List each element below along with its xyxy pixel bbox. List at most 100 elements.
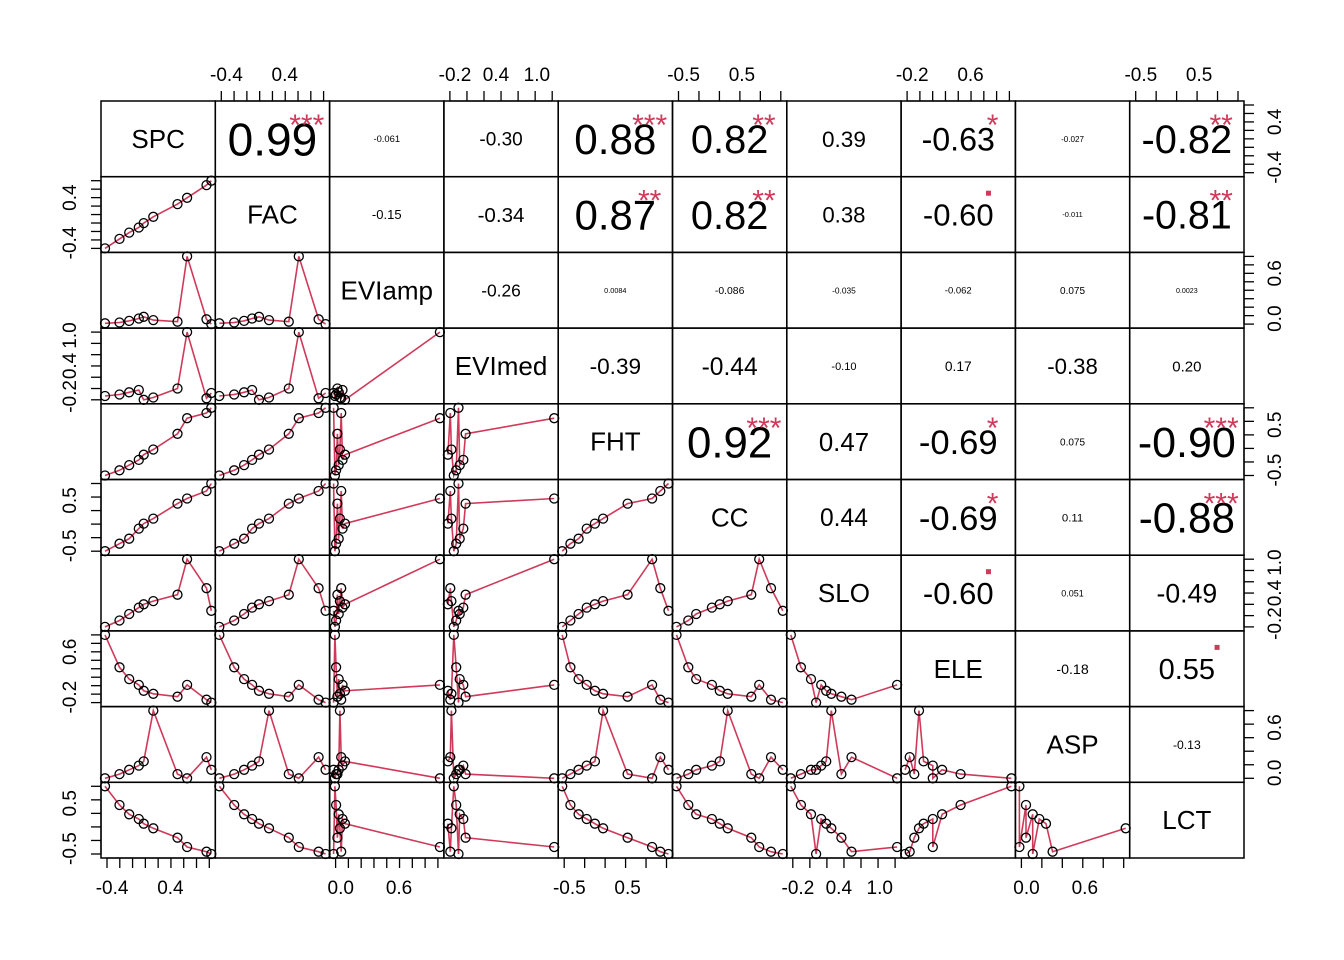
axis-tick-label: 0.0: [1013, 878, 1039, 899]
correlation-value: 0.38: [822, 203, 865, 228]
axis-tick-label: 0.6: [1265, 714, 1286, 740]
data-point: [253, 311, 265, 322]
data-point: [955, 799, 966, 811]
panel-EVIamp-LCT: 0.0023: [1128, 251, 1245, 329]
axis-tick-label: -0.4: [210, 65, 243, 86]
data-point: [846, 694, 857, 705]
axes-layer: -0.4 0.4 -0.2 0.4 1.0 -0.5 0.5 -0.2 0.6 -0.5 0.5-0…: [60, 65, 1286, 899]
panel-CC-CC: CC: [671, 478, 788, 556]
data-point: [446, 595, 457, 607]
data-point: [214, 781, 225, 792]
data-point: [448, 629, 459, 641]
data-point: [846, 751, 857, 763]
significance-stars: ***: [746, 412, 781, 445]
data-point: [336, 407, 347, 419]
correlation-value: 0.92: [687, 418, 772, 467]
data-point: [283, 691, 294, 702]
axis-tick-label: 0.6: [957, 65, 983, 86]
significance-stars: **: [1209, 109, 1233, 142]
panel-border: [443, 705, 559, 784]
significance-stars: **: [752, 109, 776, 142]
data-point: [446, 705, 457, 716]
data-point: [460, 832, 471, 843]
axis-top-LCT: -0.5 0.5: [1124, 65, 1239, 102]
panel-ASP-ASP: ASP: [1014, 705, 1131, 784]
significance-stars: *: [987, 109, 999, 142]
axis-right-SLO: -0.20.4 1.0: [1243, 549, 1286, 640]
data-point: [655, 485, 666, 497]
data-point: [172, 198, 183, 210]
data-point: [172, 316, 183, 327]
panel-ELE-ASP: -0.18: [1014, 630, 1131, 708]
data-point: [573, 764, 584, 775]
panel-SLO-CC: [671, 554, 788, 633]
axis-tick-label: -0.5: [667, 65, 700, 86]
data-point: [451, 799, 462, 811]
data-point: [454, 459, 465, 471]
data-point: [454, 533, 465, 544]
data-point: [714, 756, 725, 767]
axis-left-EVImed: -0.20.4 1.0: [60, 322, 102, 413]
panel-EVIamp-CC: -0.086: [671, 251, 788, 329]
data-point: [138, 217, 149, 229]
correlation-value: -0.34: [478, 204, 525, 227]
data-point: [246, 313, 258, 324]
data-point: [283, 498, 294, 509]
data-point: [114, 615, 125, 626]
panel-SLO-FHT: [557, 554, 674, 633]
axis-right-FHT: -0.5 0.5: [1243, 407, 1286, 486]
data-point: [581, 760, 592, 771]
data-point: [148, 688, 159, 699]
panel-border: [328, 554, 445, 632]
data-point: [821, 685, 832, 696]
correlation-value: -0.011: [1062, 210, 1082, 219]
data-point: [899, 848, 911, 860]
data-point: [622, 691, 633, 702]
smooth-line: [675, 785, 783, 855]
variable-label: FHT: [590, 427, 641, 457]
panel-CC-SLO: 0.44: [786, 478, 902, 556]
data-point: [714, 818, 725, 829]
data-point: [181, 554, 193, 565]
data-point: [836, 691, 847, 702]
data-point: [201, 583, 212, 594]
panel-border: [214, 705, 331, 784]
smooth-line: [218, 482, 327, 552]
data-point: [722, 688, 733, 699]
data-point: [138, 449, 149, 460]
data-point: [927, 813, 938, 825]
panel-FHT-SPC: [99, 402, 217, 481]
data-point: [460, 691, 471, 702]
panel-ELE-CC: [671, 629, 788, 708]
correlation-value: -0.90: [1138, 419, 1236, 467]
data-point: [283, 589, 294, 600]
panel-ELE-EVIamp: [328, 629, 446, 708]
panel-FHT-ELE: -0.69*: [900, 403, 1017, 481]
data-point: [746, 768, 757, 780]
data-point: [124, 764, 135, 775]
data-point: [172, 589, 183, 600]
panel-SPC-ASP: -0.027: [1014, 100, 1131, 178]
data-point: [597, 513, 609, 524]
data-point: [442, 449, 454, 460]
significance-stars: **: [638, 185, 662, 218]
data-point: [334, 513, 346, 524]
data-point: [246, 813, 258, 825]
axis-top-ELE: -0.2 0.6: [896, 65, 1011, 102]
correlation-value: -0.82: [1141, 118, 1232, 162]
data-point: [246, 384, 258, 396]
data-point: [683, 662, 694, 673]
data-point: [114, 768, 125, 780]
correlation-value: -0.26: [481, 281, 521, 301]
data-point: [229, 615, 240, 626]
data-point: [453, 402, 464, 413]
data-point: [927, 760, 938, 771]
data-point: [453, 848, 464, 860]
data-point: [454, 673, 465, 685]
data-point: [573, 608, 584, 620]
data-point: [453, 478, 464, 489]
data-point: [334, 595, 346, 607]
data-point: [138, 599, 149, 610]
data-point: [445, 751, 456, 763]
axis-tick-label: -0.2: [896, 65, 929, 86]
